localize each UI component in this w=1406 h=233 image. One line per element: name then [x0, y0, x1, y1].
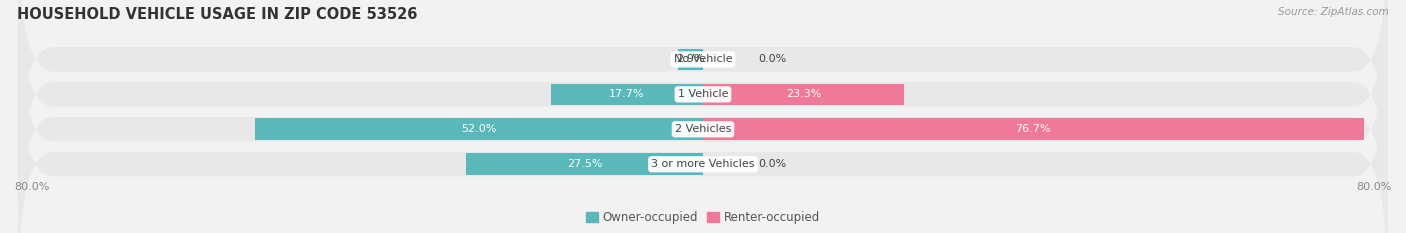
Text: 80.0%: 80.0%	[1357, 182, 1392, 192]
Text: 23.3%: 23.3%	[786, 89, 821, 99]
Bar	[256, 118, 703, 140]
Text: 2.9%: 2.9%	[676, 55, 704, 64]
Text: No Vehicle: No Vehicle	[673, 55, 733, 64]
Text: 1 Vehicle: 1 Vehicle	[678, 89, 728, 99]
Bar	[551, 84, 703, 105]
Text: 27.5%: 27.5%	[567, 159, 602, 169]
Text: 52.0%: 52.0%	[461, 124, 496, 134]
FancyBboxPatch shape	[18, 0, 1388, 222]
Text: 76.7%: 76.7%	[1015, 124, 1052, 134]
FancyBboxPatch shape	[18, 37, 1388, 233]
Text: 0.0%: 0.0%	[758, 159, 786, 169]
Text: 17.7%: 17.7%	[609, 89, 644, 99]
Text: Source: ZipAtlas.com: Source: ZipAtlas.com	[1278, 7, 1389, 17]
Text: 80.0%: 80.0%	[14, 182, 49, 192]
Bar	[703, 84, 904, 105]
Bar	[703, 118, 1364, 140]
Bar	[678, 49, 703, 70]
Text: 0.0%: 0.0%	[758, 55, 786, 64]
Bar	[467, 154, 703, 175]
FancyBboxPatch shape	[18, 2, 1388, 233]
FancyBboxPatch shape	[18, 0, 1388, 187]
Legend: Owner-occupied, Renter-occupied: Owner-occupied, Renter-occupied	[581, 206, 825, 229]
Text: 3 or more Vehicles: 3 or more Vehicles	[651, 159, 755, 169]
Text: 2 Vehicles: 2 Vehicles	[675, 124, 731, 134]
Text: HOUSEHOLD VEHICLE USAGE IN ZIP CODE 53526: HOUSEHOLD VEHICLE USAGE IN ZIP CODE 5352…	[17, 7, 418, 22]
